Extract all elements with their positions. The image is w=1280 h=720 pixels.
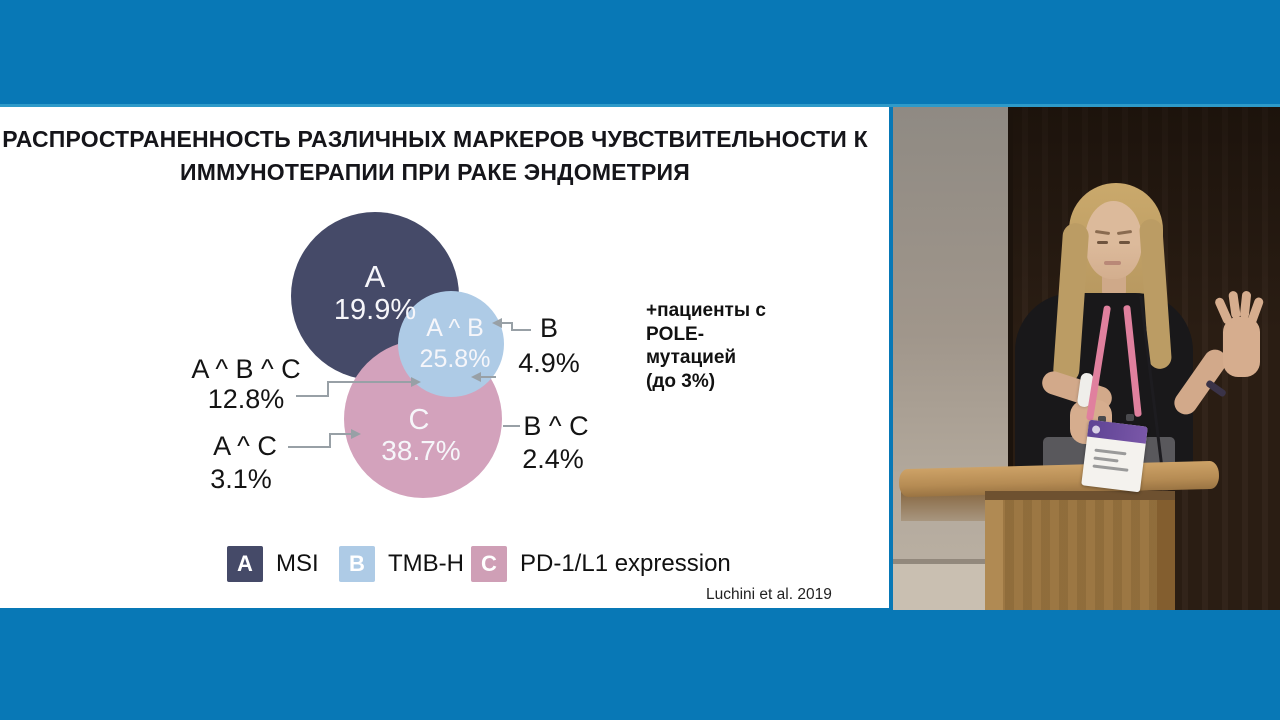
speaker-face — [1085, 201, 1142, 279]
venn-diagram: A 19.9% A ^ B 25.8% C 38.7% B 4.9% A ^ B… — [191, 212, 589, 498]
presentation-slide: РАСПРОСТРАНЕННОСТЬ РАЗЛИЧНЫХ МАРКЕРОВ ЧУ… — [0, 107, 889, 608]
speaker-raised-palm — [1223, 317, 1260, 377]
label-b-value: 4.9% — [518, 348, 580, 378]
legend-swatch-b: B — [339, 546, 375, 582]
legend-swatch-b-letter: B — [349, 551, 365, 576]
legend-swatch-c-letter: C — [481, 551, 497, 576]
venn-legend: A MSI B TMB-H C PD-1/L1 expression — [0, 545, 889, 583]
slide-title: РАСПРОСТРАНЕННОСТЬ РАЗЛИЧНЫХ МАРКЕРОВ ЧУ… — [0, 123, 870, 189]
podium-pedestal — [985, 491, 1175, 610]
podium-wood-grain — [1005, 500, 1157, 610]
speaker-photo — [893, 107, 1280, 610]
slide-title-line-1: РАСПРОСТРАНЕННОСТЬ РАЗЛИЧНЫХ МАРКЕРОВ ЧУ… — [2, 126, 868, 152]
badge-clip — [1098, 416, 1106, 423]
connector-ac — [288, 433, 353, 448]
connector-abc-arrow — [411, 377, 421, 387]
circle-ab-label: A ^ B — [426, 314, 484, 342]
connector-b — [500, 322, 531, 331]
pole-note-line-4: (до 3%) — [646, 370, 716, 392]
circle-a-label: A — [365, 259, 386, 294]
label-b: B — [540, 313, 558, 343]
legend-swatch-a-letter: A — [237, 551, 253, 576]
circle-c-value: 38.7% — [381, 435, 460, 466]
badge-text-line — [1092, 464, 1129, 472]
connector-b-arrow — [492, 318, 502, 328]
label-abc: A ^ B ^ C — [191, 354, 300, 384]
connector-ac-arrow — [351, 429, 361, 439]
badge-text-line — [1094, 448, 1127, 456]
label-ac-value: 3.1% — [210, 464, 272, 494]
circle-ab-tmbh — [398, 291, 504, 397]
citation: Luchini et al. 2019 — [706, 586, 832, 603]
legend-swatch-c: C — [471, 546, 507, 582]
label-bc-value: 2.4% — [522, 444, 584, 474]
badge-clip — [1126, 414, 1134, 421]
legend-item-pd1l1: C PD-1/L1 expression — [471, 545, 731, 583]
speaker-mouth — [1104, 261, 1121, 265]
slide-title-line-2: ИММУНОТЕРАПИИ ПРИ РАКЕ ЭНДОМЕТРИЯ — [180, 159, 690, 185]
podium-rail — [985, 491, 1175, 500]
label-bc: B ^ C — [523, 411, 588, 441]
wall-baseboard — [893, 559, 1043, 564]
legend-label-tmbh: TMB-H — [388, 550, 464, 577]
legend-label-msi: MSI — [276, 550, 319, 577]
speaker-eye-left — [1097, 241, 1108, 244]
pole-note-line-2: POLE- — [646, 323, 705, 345]
door-edge — [1008, 107, 1013, 610]
speaker-eye-right — [1119, 241, 1130, 244]
circle-a-value: 19.9% — [334, 294, 416, 326]
circle-c-label: C — [409, 404, 430, 436]
pole-note-line-1: +пациенты с — [646, 300, 766, 321]
legend-label-pd1l1: PD-1/L1 expression — [520, 550, 731, 577]
circle-ab-value: 25.8% — [420, 345, 491, 373]
label-ac: A ^ C — [213, 431, 277, 461]
conference-badge — [1081, 419, 1148, 493]
legend-item-msi: A MSI — [227, 545, 319, 583]
pole-note-line-3: мутацией — [646, 347, 737, 368]
label-abc-value: 12.8% — [208, 384, 285, 414]
connector-abc — [296, 381, 413, 397]
frame-band-edge — [0, 104, 1280, 107]
badge-text-line — [1093, 456, 1119, 463]
connector-bc-inner-arrow — [471, 372, 481, 382]
legend-swatch-a: A — [227, 546, 263, 582]
pole-note: +пациенты с POLE- мутацией (до 3%) — [646, 299, 766, 393]
legend-item-tmbh: B TMB-H — [339, 545, 464, 583]
